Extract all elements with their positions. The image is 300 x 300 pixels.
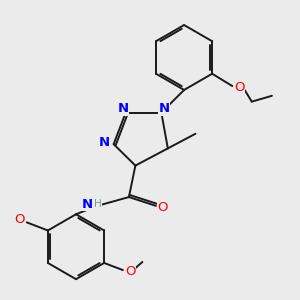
Text: N: N [158,102,169,115]
Text: N: N [82,198,93,211]
Text: N: N [99,136,110,149]
Text: N: N [118,102,129,115]
Text: O: O [158,201,168,214]
Text: H: H [94,199,101,209]
Text: O: O [234,81,245,94]
Text: O: O [14,213,25,226]
Text: O: O [125,265,135,278]
